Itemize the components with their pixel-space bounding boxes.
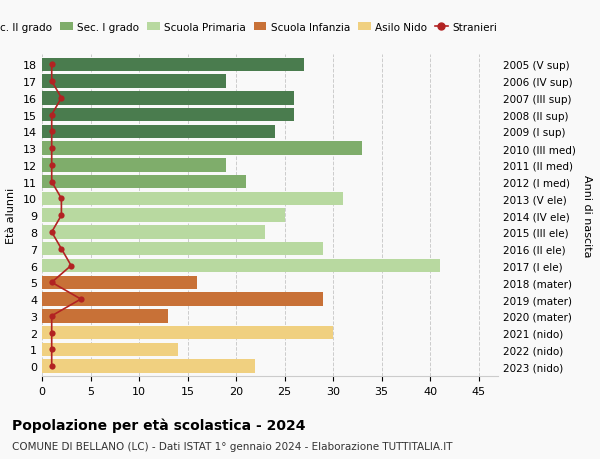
Point [47,145,56,152]
Bar [42,259,440,273]
Y-axis label: Età alunni: Età alunni [6,188,16,244]
Bar [42,125,275,139]
Point [47,346,56,353]
Point [56,196,66,203]
Bar [42,360,256,373]
Bar [42,242,323,256]
Bar [42,159,226,172]
Bar [42,293,323,306]
Point [47,62,56,69]
Bar [42,226,265,239]
Text: COMUNE DI BELLANO (LC) - Dati ISTAT 1° gennaio 2024 - Elaborazione TUTTITALIA.IT: COMUNE DI BELLANO (LC) - Dati ISTAT 1° g… [12,441,452,451]
Bar [42,58,304,72]
Bar [42,326,333,340]
Point [47,329,56,336]
Text: Popolazione per età scolastica - 2024: Popolazione per età scolastica - 2024 [12,418,305,432]
Point [56,246,66,253]
Point [47,129,56,136]
Point [47,229,56,236]
Bar [42,109,294,122]
Point [76,296,86,303]
Bar [42,142,362,156]
Point [67,262,76,269]
Legend: Sec. II grado, Sec. I grado, Scuola Primaria, Scuola Infanzia, Asilo Nido, Stran: Sec. II grado, Sec. I grado, Scuola Prim… [0,18,501,37]
Bar [42,75,226,89]
Bar [42,209,284,223]
Point [47,363,56,370]
Point [47,313,56,320]
Point [47,162,56,169]
Point [56,95,66,102]
Bar [42,343,178,356]
Point [56,212,66,219]
Bar [42,309,168,323]
Point [47,279,56,286]
Bar [42,276,197,289]
Point [47,78,56,85]
Bar [42,192,343,206]
Y-axis label: Anni di nascita: Anni di nascita [583,174,592,257]
Bar [42,92,294,105]
Point [47,112,56,119]
Point [47,179,56,186]
Bar [42,175,246,189]
